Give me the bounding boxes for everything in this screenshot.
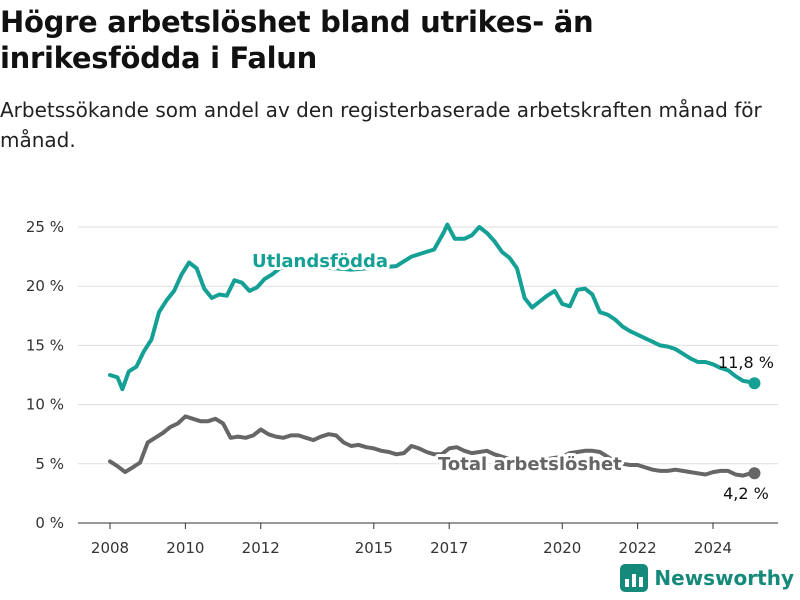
series-end-point-0: [748, 377, 761, 390]
y-tick-label-5: 5 %: [35, 455, 64, 473]
newsworthy-logo: Newsworthy: [620, 564, 794, 592]
newsworthy-bars-icon: [620, 564, 649, 592]
annotation-total: Total arbetslöshet: [438, 454, 622, 475]
y-tick-label-0: 0 %: [35, 514, 64, 532]
series-end-point-1: [748, 467, 761, 480]
x-tick-label-2012: 2012: [242, 539, 280, 557]
x-tick-label-2020: 2020: [543, 539, 581, 557]
x-tick-label-2015: 2015: [355, 539, 393, 557]
annotation-utlandsfodda: Utlandsfödda: [252, 251, 388, 272]
series-line-1: [108, 414, 757, 478]
x-tick-label-2024: 2024: [694, 539, 732, 557]
end-label-utlandsfodda: 11,8 %: [718, 353, 774, 372]
y-tick-label-10: 10 %: [26, 396, 64, 414]
axes: 0 % 5 % 10 % 15 % 20 % 25 % 2008 2010 2012 2015 20…: [26, 218, 778, 557]
y-tick-label-15: 15 %: [26, 336, 64, 354]
x-tick-label-2010: 2010: [166, 539, 204, 557]
chart-title: Högre arbetslöshet bland utrikes- än inr…: [0, 5, 594, 75]
gridlines: [78, 226, 778, 465]
end-label-total: 4,2 %: [723, 484, 769, 503]
x-tick-label-2008: 2008: [91, 539, 129, 557]
chart-subtitle: Arbetssökande som andel av den registerb…: [0, 98, 762, 152]
y-tick-label-20: 20 %: [26, 277, 64, 295]
series-lines: [108, 222, 761, 480]
brand-name: Newsworthy: [654, 566, 794, 590]
series-labels: 11,8 % 4,2 % Utlandsfödda Total arbetslöshe…: [249, 248, 774, 503]
series-line-0: [108, 222, 757, 392]
x-tick-label-2022: 2022: [619, 539, 657, 557]
x-tick-label-2017: 2017: [430, 539, 468, 557]
y-tick-label-25: 25 %: [26, 218, 64, 236]
